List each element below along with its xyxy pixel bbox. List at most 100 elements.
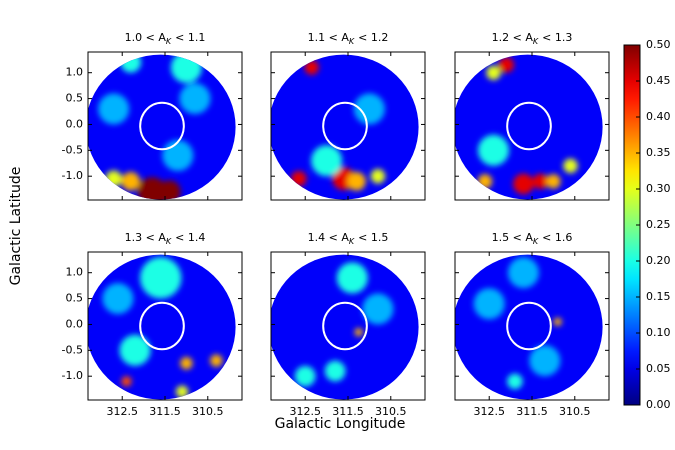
title-text: < 1.1 (175, 31, 205, 44)
density-peak (304, 60, 319, 75)
region-outline (506, 101, 552, 151)
panel-title: 1.4 < AK < 1.5 (308, 231, 389, 246)
region-outline (322, 101, 368, 151)
x-tick-label: 310.5 (559, 405, 591, 418)
colorbar-tick-label: 0.10 (646, 326, 671, 339)
density-peak (498, 57, 515, 73)
title-subscript: K (166, 37, 172, 46)
panel-title: 1.1 < AK < 1.2 (308, 31, 389, 46)
y-tick-label: -1.0 (62, 369, 83, 382)
colorbar-tick-label: 0.05 (646, 362, 671, 375)
density-peak (347, 172, 366, 191)
y-tick-label: 1.0 (66, 266, 84, 279)
x-tick-label: 310.5 (192, 405, 224, 418)
density-peak (119, 334, 151, 366)
colorbar-tick-label: 0.30 (646, 182, 671, 195)
panel (88, 54, 236, 200)
title-text: < 1.6 (542, 231, 572, 244)
y-tick-label: -0.5 (62, 143, 83, 156)
peaks (294, 262, 394, 387)
panel-title: 1.0 < AK < 1.1 (125, 31, 206, 46)
density-peak (294, 365, 316, 387)
title-text: 1.4 < A (308, 231, 350, 244)
density-peak (175, 385, 189, 398)
density-peak (486, 65, 501, 80)
peaks (477, 57, 578, 195)
y-axis-label: Galactic Latitude (8, 167, 24, 286)
density-peak (102, 283, 134, 315)
region-outline (139, 301, 185, 351)
title-text: < 1.3 (542, 31, 572, 44)
density-peak (162, 139, 194, 172)
peaks (291, 60, 386, 191)
colorbar-tick-label: 0.20 (646, 254, 671, 267)
title-text: 1.5 < A (492, 231, 534, 244)
density-peak (210, 354, 223, 367)
title-subscript: K (533, 237, 539, 246)
colorbar-tick-label: 0.00 (646, 398, 671, 411)
panel-title: 1.3 < AK < 1.4 (125, 231, 206, 246)
y-tick-label: 0.5 (66, 92, 84, 105)
title-text: < 1.5 (358, 231, 388, 244)
title-text: < 1.2 (358, 31, 388, 44)
density-peak (105, 170, 122, 188)
x-tick-label: 312.5 (289, 405, 321, 418)
density-peak (507, 257, 539, 289)
density-peak (513, 173, 534, 195)
panel (455, 254, 603, 400)
x-tick-label: 311.5 (332, 405, 364, 418)
field (271, 54, 419, 200)
title-subscript: K (349, 237, 355, 246)
density-peak (179, 83, 211, 115)
x-tick-label: 310.5 (375, 405, 407, 418)
x-tick-label: 311.5 (516, 405, 548, 418)
density-peak (546, 174, 561, 189)
region-outline (139, 101, 185, 151)
y-tick-label: -1.0 (62, 169, 83, 182)
x-tick-label: 312.5 (106, 405, 138, 418)
panel-title: 1.2 < AK < 1.3 (492, 31, 573, 46)
density-peak (324, 360, 346, 382)
density-peak (311, 145, 343, 177)
density-peak (370, 168, 386, 184)
colorbar-tick-label: 0.40 (646, 110, 671, 123)
title-text: 1.3 < A (125, 231, 167, 244)
title-text: 1.1 < A (308, 31, 350, 44)
y-tick-label: -0.5 (62, 343, 83, 356)
panel (455, 54, 603, 200)
density-peak (563, 158, 578, 174)
y-tick-label: 0.5 (66, 292, 84, 305)
colorbar-tick-label: 0.45 (646, 74, 671, 87)
density-peak (121, 376, 132, 387)
density-peak (477, 134, 510, 166)
density-peak (553, 317, 562, 326)
density-peak (354, 328, 363, 337)
density-peak (353, 93, 385, 125)
panel (88, 254, 236, 400)
density-peak (532, 173, 549, 190)
density-peak (140, 257, 182, 299)
density-peak (362, 293, 394, 325)
density-peak (121, 172, 141, 191)
density-peak (180, 357, 193, 370)
density-peak (98, 93, 130, 125)
density-peak (507, 373, 523, 390)
density-peak (529, 345, 561, 377)
peaks (102, 257, 223, 398)
y-tick-label: 0.0 (66, 117, 84, 130)
density-peak (157, 180, 181, 200)
density-peak (291, 171, 307, 187)
region-outline (322, 301, 368, 351)
panel-title: 1.5 < AK < 1.6 (492, 231, 573, 246)
field (271, 254, 419, 400)
x-tick-label: 311.5 (149, 405, 181, 418)
colorbar-tick-label: 0.35 (646, 146, 671, 159)
title-text: 1.0 < A (125, 31, 167, 44)
colorbar-tick-label: 0.15 (646, 290, 671, 303)
peaks (473, 257, 562, 390)
x-tick-label: 312.5 (473, 405, 505, 418)
density-peak (336, 262, 368, 294)
title-subscript: K (166, 237, 172, 246)
title-text: < 1.4 (175, 231, 205, 244)
